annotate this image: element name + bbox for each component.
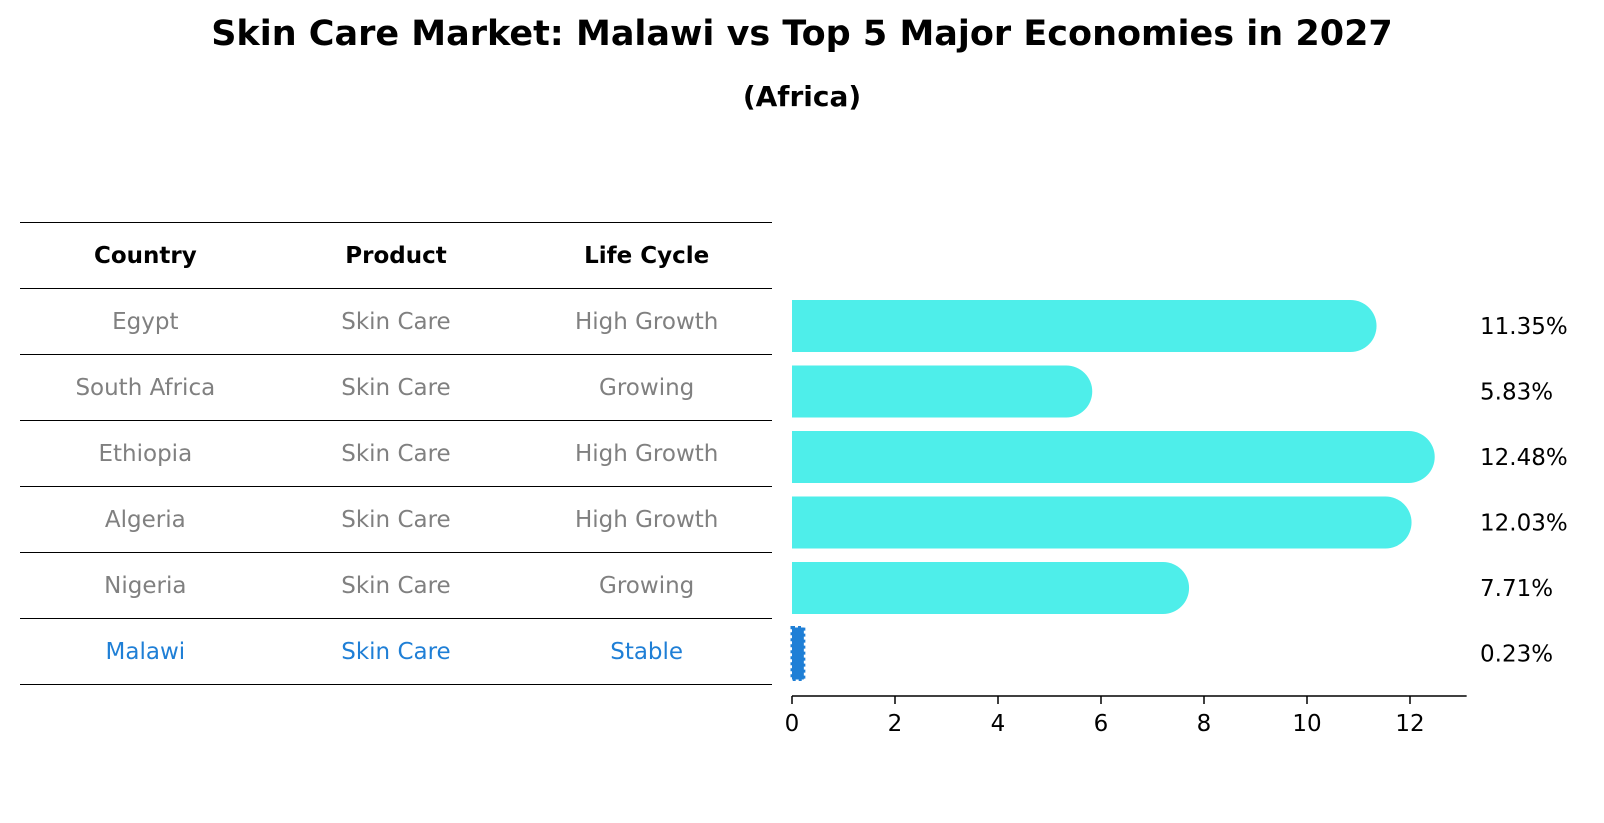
x-tick-label: 4: [991, 711, 1006, 737]
bar: [792, 496, 1412, 549]
table-row: Egypt Skin Care High Growth: [20, 288, 772, 355]
life-cycle-cell: High Growth: [521, 486, 772, 553]
column-header-product: Product: [270, 222, 522, 289]
data-label: 5.83%: [1480, 380, 1553, 406]
country-cell: Ethiopia: [20, 420, 271, 487]
table-row: Nigeria Skin Care Growing: [20, 552, 772, 619]
x-tick-label: 10: [1292, 711, 1321, 737]
life-cycle-cell: Stable: [521, 618, 772, 685]
table-row-highlight: Malawi Skin Care Stable: [20, 618, 772, 685]
country-cell: Nigeria: [20, 552, 271, 619]
table-row: Ethiopia Skin Care High Growth: [20, 420, 772, 487]
table-header-row: Country Product Life Cycle: [20, 222, 772, 289]
bar: [792, 300, 1377, 352]
x-tick-label: 2: [888, 711, 903, 737]
product-cell: Skin Care: [270, 618, 522, 685]
product-cell: Skin Care: [270, 288, 522, 355]
product-cell: Skin Care: [270, 354, 522, 421]
data-label: 11.35%: [1480, 314, 1568, 340]
life-cycle-cell: Growing: [521, 552, 772, 619]
country-cell: Malawi: [20, 618, 271, 685]
x-tick-label: 0: [785, 711, 800, 737]
product-cell: Skin Care: [270, 552, 522, 619]
market-table: Country Product Life Cycle Egypt Skin Ca…: [20, 222, 772, 685]
x-tick-label: 8: [1197, 711, 1212, 737]
life-cycle-cell: High Growth: [521, 420, 772, 487]
data-label: 12.48%: [1480, 445, 1568, 471]
bar: [792, 365, 1093, 418]
country-cell: South Africa: [20, 354, 271, 421]
product-cell: Skin Care: [270, 420, 522, 487]
table-row: South Africa Skin Care Growing: [20, 354, 772, 421]
data-label: 12.03%: [1480, 511, 1568, 537]
bar: [790, 626, 806, 681]
life-cycle-cell: High Growth: [521, 288, 772, 355]
bar: [792, 431, 1435, 483]
table-row: Algeria Skin Care High Growth: [20, 486, 772, 553]
x-tick-label: 6: [1094, 711, 1109, 737]
data-label: 0.23%: [1480, 642, 1553, 668]
column-header-life-cycle: Life Cycle: [521, 222, 772, 289]
country-cell: Egypt: [20, 288, 271, 355]
x-tick-label: 12: [1395, 711, 1424, 737]
chart-subtitle: (Africa): [742, 80, 862, 113]
chart-title: Skin Care Market: Malawi vs Top 5 Major …: [211, 14, 1393, 54]
country-cell: Algeria: [20, 486, 271, 553]
data-label: 7.71%: [1480, 576, 1553, 602]
bar: [792, 562, 1190, 614]
column-header-country: Country: [20, 222, 271, 289]
product-cell: Skin Care: [270, 486, 522, 553]
